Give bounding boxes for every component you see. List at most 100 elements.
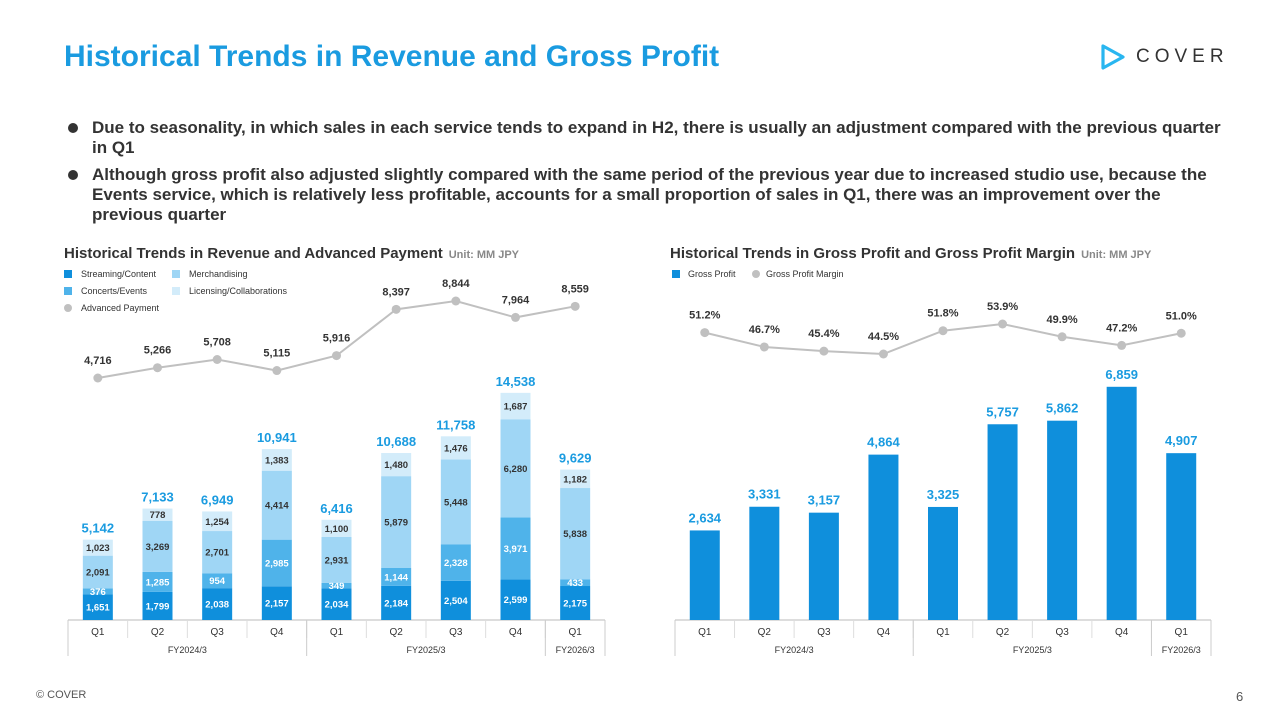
bar-total-label: 5,142 [82, 521, 115, 536]
margin-label: 53.9% [987, 301, 1018, 313]
bar-total-label: 14,538 [496, 374, 536, 389]
advanced-payment-label: 5,708 [203, 336, 231, 348]
bar-value-label: 2,034 [325, 600, 349, 611]
bar-value-label: 1,651 [86, 603, 110, 614]
bar-value-label: 349 [329, 581, 345, 592]
bar-value-label: 1,476 [444, 443, 468, 454]
margin-point [819, 346, 829, 356]
x-tick-label: Q1 [91, 627, 105, 638]
bar-value-label: 2,931 [325, 555, 349, 566]
page-title: Historical Trends in Revenue and Gross P… [64, 40, 720, 73]
bar-segment [202, 573, 233, 589]
bar-value-label: 3,269 [146, 542, 170, 553]
legend-label: Advanced Payment [81, 303, 160, 313]
advanced-payment-point [212, 354, 222, 364]
bar-segment [440, 459, 471, 545]
bar-value-label: 2,504 [444, 596, 468, 607]
gross-profit-bar [868, 454, 899, 620]
bar-value-label: 1,182 [563, 474, 587, 485]
bar-segment [500, 517, 531, 580]
x-tick-label: Q1 [698, 627, 712, 638]
bar-segment [142, 591, 173, 620]
bar-segment [500, 419, 531, 518]
bar-value-label: 5,879 [384, 518, 408, 529]
advanced-payment-label: 4,716 [84, 355, 112, 367]
gross-profit-value-label: 3,157 [808, 493, 841, 508]
bar-segment [82, 539, 113, 556]
bar-total-label: 10,941 [257, 430, 297, 445]
x-group-label: FY2026/3 [1162, 645, 1201, 655]
bar-value-label: 2,091 [86, 567, 110, 578]
margin-point [878, 349, 888, 359]
revenue-chart: Q1 Q2 Q3 Q4 Q1 Q2 Q3 Q4 Q1 FY2024/3 FY2025/3 FY2026… [64, 269, 606, 656]
bar-segment [500, 392, 531, 420]
bar-segment [440, 436, 471, 460]
gross-profit-bar [928, 506, 958, 620]
bar-total-label: 9,629 [559, 451, 592, 466]
bar-value-label: 1,687 [504, 402, 528, 413]
bar-total-label: 6,416 [320, 501, 353, 516]
legend-label: Merchandising [189, 269, 248, 279]
x-group-label: FY2026/3 [556, 645, 595, 655]
x-group-label: FY2024/3 [168, 645, 207, 655]
revenue-chart-title: Historical Trends in Revenue and Advance… [64, 245, 519, 262]
bar-segment [560, 579, 591, 587]
bar-segment [381, 568, 412, 586]
bar-total-label: 11,758 [436, 417, 475, 432]
bar-segment [261, 539, 292, 587]
bar-segment [82, 588, 113, 595]
legend-swatch [172, 270, 180, 278]
bar-segment [261, 586, 292, 620]
revenue-chart-title-text: Historical Trends in Revenue and Advance… [64, 245, 443, 262]
x-tick-label: Q3 [817, 627, 831, 638]
bar-segment [142, 520, 173, 572]
bullet-item: Due to seasonality, in which sales in ea… [64, 118, 1224, 158]
bar-segment [142, 508, 173, 521]
bar-value-label: 376 [90, 587, 106, 598]
advanced-payment-label: 8,559 [561, 283, 589, 295]
bar-value-label: 1,285 [146, 577, 170, 588]
x-tick-label: Q3 [1055, 627, 1069, 638]
bar-value-label: 2,184 [384, 598, 408, 609]
bar-segment [440, 580, 471, 620]
margin-label: 44.5% [868, 331, 899, 343]
gross-profit-bar [1106, 386, 1137, 620]
margin-label: 51.0% [1166, 310, 1197, 322]
gross-profit-value-label: 4,907 [1165, 433, 1198, 448]
advanced-payment-point [451, 296, 461, 306]
bar-segment [202, 588, 233, 620]
advanced-payment-point [153, 363, 162, 373]
bar-value-label: 6,280 [504, 464, 528, 475]
margin-point [1057, 332, 1067, 342]
x-tick-label: Q4 [1115, 627, 1129, 638]
cover-logo-text: COVER [1136, 46, 1229, 67]
gross-profit-bar [1166, 453, 1197, 620]
gross-profit-chart-title: Historical Trends in Gross Profit and Gr… [670, 245, 1151, 262]
x-tick-label: Q2 [151, 627, 165, 638]
x-tick-label: Q2 [996, 627, 1010, 638]
bar-value-label: 954 [209, 576, 226, 587]
bar-value-label: 1,254 [205, 517, 229, 528]
x-group-label: FY2025/3 [1013, 645, 1052, 655]
margin-point [700, 328, 710, 338]
bar-value-label: 2,701 [205, 548, 229, 559]
bar-value-label: 2,599 [504, 595, 528, 606]
advanced-payment-label: 5,266 [144, 345, 172, 357]
gross-profit-value-label: 5,757 [986, 404, 1019, 419]
x-tick-label: Q2 [758, 627, 772, 638]
x-tick-label: Q1 [330, 627, 344, 638]
x-group-label: FY2025/3 [406, 645, 445, 655]
legend-label: Streaming/Content [81, 269, 157, 279]
bar-segment [381, 453, 412, 477]
bar-segment [381, 585, 412, 620]
cover-logo-icon [1101, 44, 1125, 70]
bar-segment [142, 571, 173, 592]
legend-swatch [64, 304, 72, 312]
bar-total-label: 7,133 [141, 490, 174, 505]
gross-profit-value-label: 6,859 [1105, 367, 1138, 382]
legend-label: Concerts/Events [81, 286, 148, 296]
bar-segment [321, 582, 352, 589]
x-tick-label: Q4 [509, 627, 523, 638]
legend-swatch [672, 270, 680, 278]
bar-segment [500, 579, 531, 620]
